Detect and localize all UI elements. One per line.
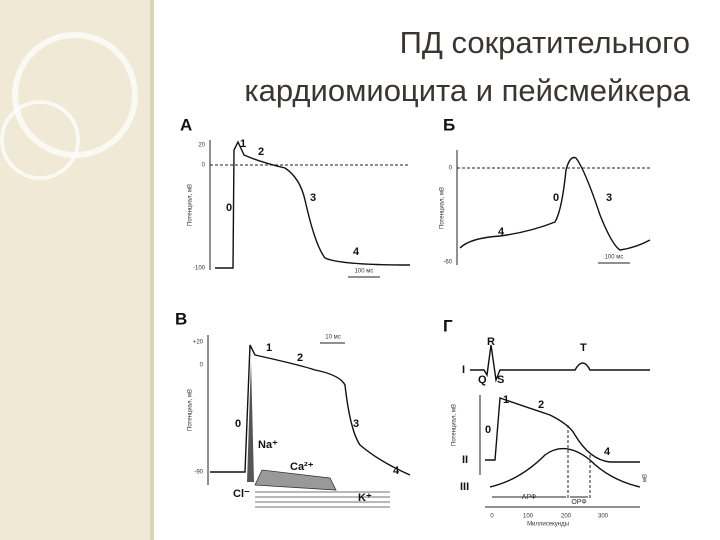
period: АРФ — [522, 494, 537, 501]
phase: 1 — [240, 138, 246, 150]
curve — [485, 397, 640, 463]
ca-current — [254, 469, 337, 491]
decor-circle — [0, 100, 80, 180]
phase: 4 — [498, 226, 505, 238]
curve — [210, 344, 411, 476]
y-label: Потенциал, мВ — [440, 187, 446, 229]
row-label: I — [462, 364, 465, 376]
ecg-wave: R — [487, 336, 495, 348]
x-tick: 100 — [523, 514, 534, 520]
x-tick: 200 — [561, 514, 572, 520]
phase: 3 — [353, 418, 359, 430]
tick: -90 — [194, 470, 203, 476]
scale: 100 мс — [605, 255, 624, 261]
k-current — [255, 491, 390, 508]
phase: 4 — [393, 465, 400, 477]
phase: 3 — [310, 192, 316, 204]
curve — [489, 447, 641, 488]
scale: 10 мс — [325, 335, 340, 341]
panel-c: В +20 0 -90 Потенциал, мВ 10 мс 1 2 0 3 … — [175, 309, 411, 508]
ion: Na⁺ — [258, 439, 278, 451]
ecg — [470, 344, 650, 383]
ion: K⁺ — [358, 492, 372, 504]
panel-b: Б 0 -60 Потенциал, мВ 0 3 4 100 мс — [440, 115, 651, 266]
na-current — [247, 360, 254, 482]
y-label: Потенциал, мВ — [188, 389, 194, 431]
panel-a: А 20 0 -100 Потенциал, мВ 1 2 0 3 4 100 … — [180, 115, 411, 278]
y-label: Потенциал, мВ — [188, 184, 194, 226]
ion: Cl⁻ — [233, 488, 250, 500]
tick: -60 — [443, 260, 452, 266]
curve — [459, 156, 651, 251]
phase: 0 — [226, 202, 232, 214]
panel-label: А — [180, 115, 192, 134]
panel-d: Г R T Q S I Потенциал, мВ 1 2 0 4 II III… — [443, 316, 650, 528]
x-tick: 300 — [598, 514, 609, 520]
phase: 0 — [235, 418, 241, 430]
ecg-wave: T — [580, 342, 587, 354]
panel-label: В — [175, 309, 187, 328]
phase: 4 — [604, 446, 611, 458]
phase: 1 — [266, 342, 272, 354]
unit: мВ — [643, 474, 649, 482]
scale: 100 мс — [355, 269, 374, 275]
ecg-wave: S — [497, 374, 504, 386]
side-edge — [150, 0, 154, 540]
y-label: Потенциал, мВ — [452, 404, 458, 446]
curve — [215, 140, 411, 269]
tick: 0 — [202, 163, 206, 169]
tick: 0 — [449, 166, 453, 172]
panel-label: Б — [443, 115, 455, 134]
phase: 0 — [485, 424, 491, 436]
ion: Ca²⁺ — [290, 461, 314, 473]
side-band — [0, 0, 150, 540]
tick: 0 — [200, 363, 204, 369]
phase: 2 — [258, 146, 264, 158]
title: ПД сократительного — [400, 25, 690, 60]
phase: 0 — [553, 192, 559, 204]
phase: 2 — [297, 352, 303, 364]
row-label: II — [462, 454, 468, 466]
x-tick: 0 — [490, 514, 494, 520]
panel-label: Г — [443, 316, 453, 335]
phase: 3 — [606, 192, 612, 204]
title: кардиомиоцита и пейсмейкера — [244, 73, 690, 108]
tick: -100 — [193, 266, 206, 272]
x-label: Миллисекунды — [527, 522, 569, 528]
period: ОРФ — [571, 499, 586, 506]
row-label: III — [460, 481, 469, 493]
tick: 20 — [198, 143, 205, 149]
phase: 4 — [353, 246, 360, 258]
tick: +20 — [193, 340, 204, 346]
phase: 2 — [538, 399, 544, 411]
phase: 1 — [503, 394, 509, 406]
ecg-wave: Q — [478, 374, 487, 386]
